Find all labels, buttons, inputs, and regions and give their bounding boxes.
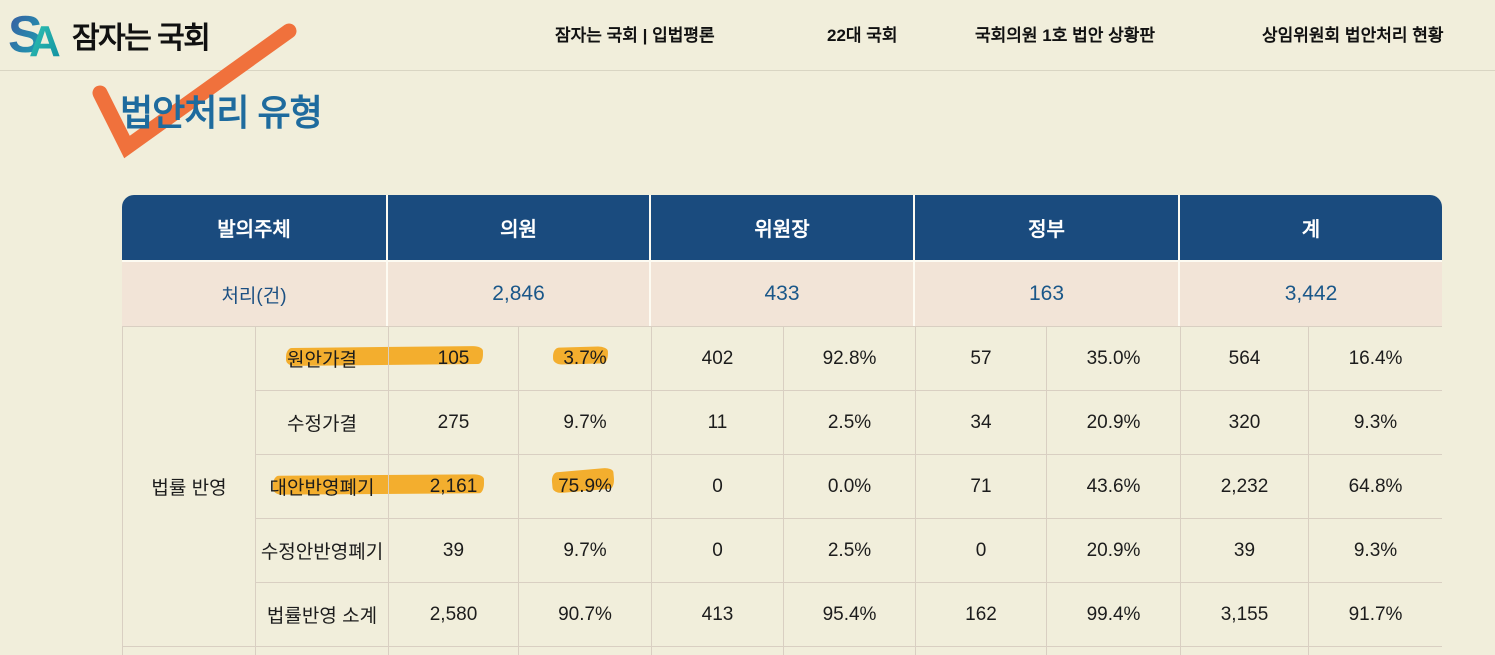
table-cell: 0 — [651, 518, 784, 583]
nav-item-4[interactable]: 상임위원회 법안처리 현황 — [1262, 26, 1444, 45]
table-cell: 57 — [915, 326, 1047, 391]
table-cell: 43.6% — [1046, 454, 1181, 519]
summary-value: 433 — [651, 262, 915, 326]
nav-item-1[interactable]: 잠자는 국회 | 입법평론 — [555, 26, 715, 45]
table-cell: 20.9% — [1046, 518, 1181, 583]
summary-value: 3,442 — [1180, 262, 1442, 326]
top-header: S A 잠자는 국회 잠자는 국회 | 입법평론 22대 국회 국회의원 1호 법안… — [0, 0, 1495, 71]
table-cell: 3,155 — [1180, 582, 1309, 647]
table-cell: 92.8% — [783, 326, 916, 391]
table-cell: 9.7% — [518, 390, 652, 455]
table-cell: 2,232 — [1180, 454, 1309, 519]
table-row: 법률반영 소계 2,580 90.7% 413 95.4% 162 99.4% 3,155 91… — [123, 582, 1442, 647]
nav-item-2[interactable]: 22대 국회 — [827, 26, 898, 45]
table-row: 수정가결 275 9.7% 11 2.5% 34 20.9% 320 9.3% — [123, 390, 1442, 455]
svg-text:A: A — [29, 17, 61, 64]
table-row-partial — [122, 646, 1442, 655]
column-header: 발의주체 — [122, 195, 388, 262]
table-body: 법률 반영 원안가결 105 3.7% 402 92.8% 57 35.0% 564 16.4% 수… — [122, 326, 1442, 655]
table-cell: 35.0% — [1046, 326, 1181, 391]
logo-sa-icon: S A — [8, 6, 61, 64]
summary-label: 처리(건) — [122, 262, 388, 326]
table-summary-row: 처리(건) 2,846 433 163 3,442 — [122, 262, 1442, 326]
table-cell: 3.7% — [518, 326, 652, 391]
column-header: 계 — [1180, 195, 1442, 262]
column-header: 정부 — [915, 195, 1180, 262]
table-cell: 564 — [1180, 326, 1309, 391]
table-cell: 162 — [915, 582, 1047, 647]
table-cell — [255, 646, 389, 655]
table-cell: 9.3% — [1308, 390, 1442, 455]
table-cell — [915, 646, 1047, 655]
table-cell: 402 — [651, 326, 784, 391]
table-cell — [651, 646, 784, 655]
table-cell — [122, 646, 256, 655]
table-cell — [1046, 646, 1181, 655]
table-cell: 0.0% — [783, 454, 916, 519]
table-cell: 90.7% — [518, 582, 652, 647]
table-cell: 320 — [1180, 390, 1309, 455]
row-label-cell: 원안가결 — [255, 326, 389, 391]
row-label-cell: 대안반영폐기 — [255, 454, 389, 519]
site-name: 잠자는 국회 — [72, 22, 211, 55]
table-cell: 64.8% — [1308, 454, 1442, 519]
table-cell: 9.7% — [518, 518, 652, 583]
table-cell: 75.9% — [518, 454, 652, 519]
table-cell — [388, 646, 519, 655]
table-cell — [1180, 646, 1309, 655]
table-cell: 105 — [388, 326, 519, 391]
table-cell: 11 — [651, 390, 784, 455]
table-cell: 2.5% — [783, 390, 916, 455]
data-table: 법률 반영 원안가결 105 3.7% 402 92.8% 57 35.0% 564 16.4% 수… — [122, 326, 1442, 655]
table-cell: 2,161 — [388, 454, 519, 519]
table-cell: 99.4% — [1046, 582, 1181, 647]
svg-text:S: S — [8, 6, 43, 64]
table-cell: 34 — [915, 390, 1047, 455]
table-cell: 413 — [651, 582, 784, 647]
row-label-cell: 수정안반영폐기 — [255, 518, 389, 583]
table-cell: 2,580 — [388, 582, 519, 647]
table-cell — [1308, 646, 1442, 655]
table-cell: 16.4% — [1308, 326, 1442, 391]
table-cell: 39 — [388, 518, 519, 583]
table-row: 수정안반영폐기 39 9.7% 0 2.5% 0 20.9% 39 9.3% — [123, 518, 1442, 583]
orange-checkmark-icon — [92, 23, 297, 159]
table-cell: 20.9% — [1046, 390, 1181, 455]
site-logo[interactable]: S A 잠자는 국회 — [8, 6, 211, 64]
row-label-cell: 법률반영 소계 — [255, 582, 389, 647]
summary-value: 163 — [915, 262, 1180, 326]
table-header-row: 발의주체 의원 위원장 정부 계 — [122, 195, 1442, 262]
column-header: 위원장 — [651, 195, 915, 262]
nav-item-3[interactable]: 국회의원 1호 법안 상황판 — [975, 26, 1156, 45]
table-cell: 0 — [915, 518, 1047, 583]
table-cell: 95.4% — [783, 582, 916, 647]
summary-value: 2,846 — [388, 262, 651, 326]
group-label-cell: 법률 반영 — [122, 326, 256, 647]
table-cell — [783, 646, 916, 655]
table-cell: 0 — [651, 454, 784, 519]
column-header: 의원 — [388, 195, 651, 262]
page-title: 법안처리 유형 — [120, 92, 323, 133]
table-row: 법률 반영 원안가결 105 3.7% 402 92.8% 57 35.0% 564 16.4% — [122, 326, 1442, 647]
table-cell: 39 — [1180, 518, 1309, 583]
table-cell: 71 — [915, 454, 1047, 519]
bill-processing-table: 발의주체 의원 위원장 정부 계 처리(건) 2,846 433 163 3,442 법률 반영… — [122, 195, 1442, 655]
table-cell — [518, 646, 652, 655]
table-cell: 275 — [388, 390, 519, 455]
table-row: 대안반영폐기 2,161 75.9% 0 0.0% 71 43.6% 2,232 64.8% — [123, 454, 1442, 519]
table-cell: 9.3% — [1308, 518, 1442, 583]
row-label-cell: 수정가결 — [255, 390, 389, 455]
table-cell: 2.5% — [783, 518, 916, 583]
table-cell: 91.7% — [1308, 582, 1442, 647]
